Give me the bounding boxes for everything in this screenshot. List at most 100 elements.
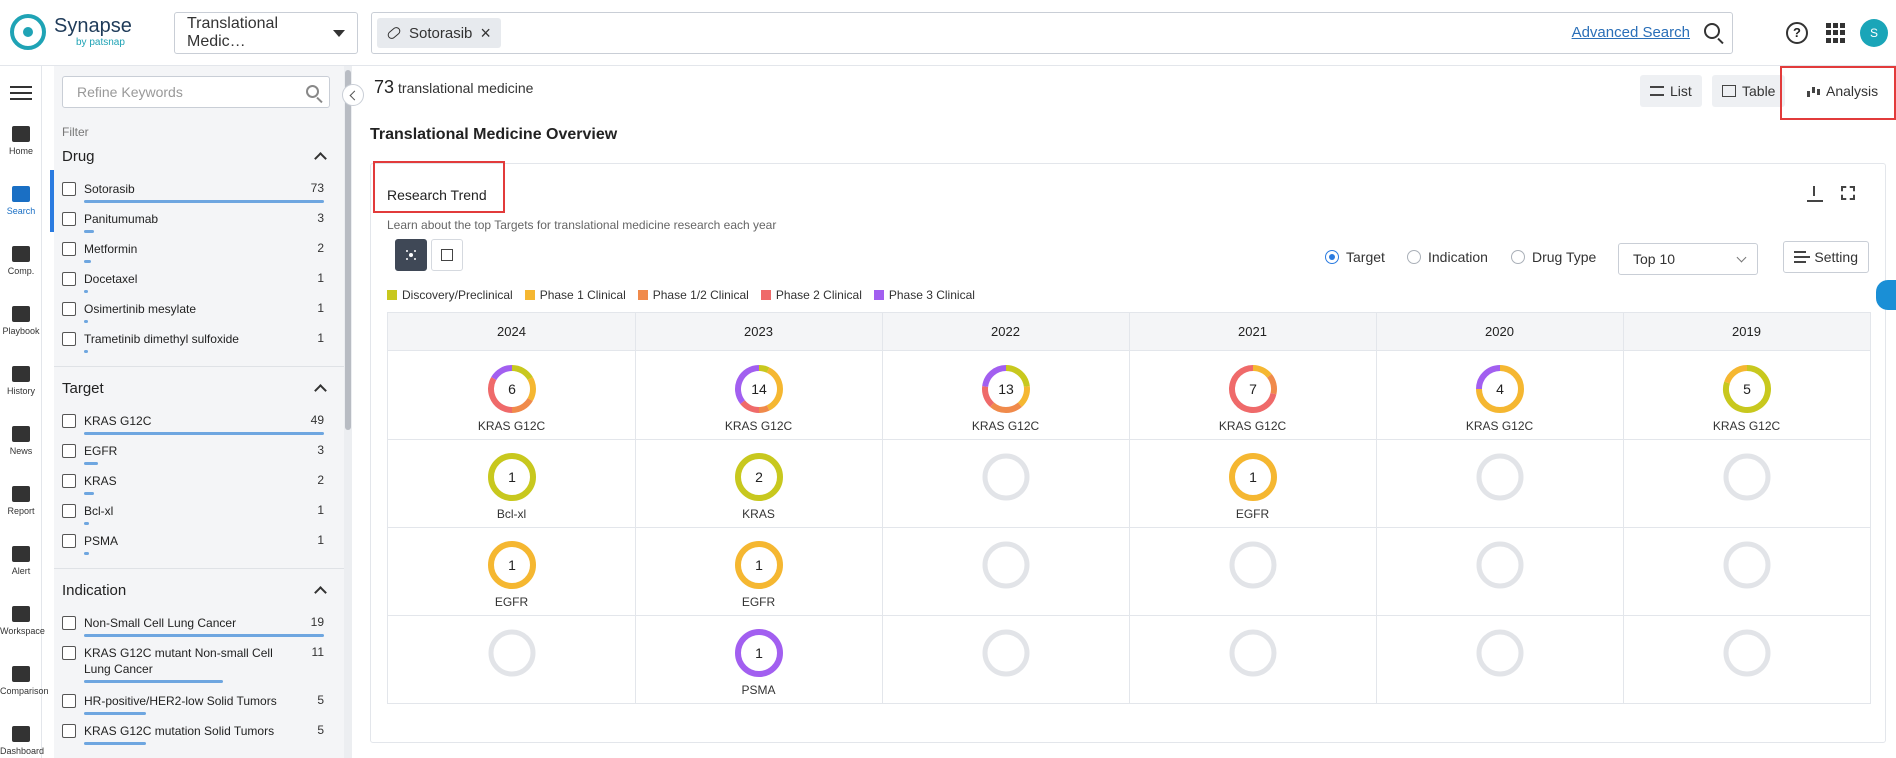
nav-item-news[interactable]: News — [0, 426, 42, 456]
nav-item-alert[interactable]: Alert — [0, 546, 42, 576]
filter-option[interactable]: Docetaxel1 — [62, 270, 334, 300]
trend-cell[interactable]: 2KRAS — [635, 439, 882, 527]
trend-cell[interactable]: 14KRAS G12C — [635, 351, 882, 439]
avatar[interactable]: S — [1860, 19, 1888, 47]
nav-item-workspace[interactable]: Workspace — [0, 606, 42, 636]
filter-option[interactable]: EGFR3 — [62, 442, 334, 472]
trend-cell[interactable]: 1EGFR — [1129, 439, 1376, 527]
filter-section-title[interactable]: Indication — [62, 582, 126, 599]
filter-option[interactable]: KRAS G12C49 — [62, 412, 334, 442]
filter-option[interactable]: HR-positive/HER2-low Solid Tumors5 — [62, 692, 334, 722]
bubble-view-toggle[interactable] — [395, 239, 427, 271]
filter-section-title[interactable]: Target — [62, 380, 104, 397]
filter-option[interactable]: KRAS G12C mutant Non-small Cell Lung Can… — [62, 644, 334, 688]
trend-cell[interactable]: 1Bcl-xl — [388, 439, 635, 527]
nav-item-playbook[interactable]: Playbook — [0, 306, 42, 336]
checkbox[interactable] — [62, 182, 76, 196]
search-bar[interactable]: Sotorasib × Advanced Search — [371, 12, 1733, 54]
radio-indication[interactable]: Indication — [1407, 249, 1488, 265]
table-view-button[interactable]: Table — [1712, 75, 1785, 107]
checkbox[interactable] — [62, 302, 76, 316]
checkbox[interactable] — [62, 694, 76, 708]
checkbox[interactable] — [62, 504, 76, 518]
checkbox[interactable] — [62, 474, 76, 488]
fullscreen-icon[interactable] — [1841, 186, 1855, 200]
checkbox[interactable] — [62, 332, 76, 346]
target-donut[interactable]: 7 — [1227, 363, 1279, 415]
target-donut[interactable]: 1 — [486, 451, 538, 503]
list-view-button[interactable]: List — [1640, 75, 1702, 107]
filter-option[interactable]: Trametinib dimethyl sulfoxide1 — [62, 330, 334, 360]
advanced-search-link[interactable]: Advanced Search — [1572, 24, 1690, 41]
target-donut[interactable]: 1 — [486, 539, 538, 591]
target-donut[interactable]: 13 — [980, 363, 1032, 415]
filter-section-title[interactable]: Drug — [62, 148, 95, 165]
filter-option[interactable]: PSMA1 — [62, 532, 334, 562]
checkbox[interactable] — [62, 212, 76, 226]
checkbox[interactable] — [62, 534, 76, 548]
chevron-up-icon[interactable] — [314, 384, 327, 397]
checkbox[interactable] — [62, 646, 76, 660]
trend-cell[interactable]: 1EGFR — [635, 527, 882, 615]
target-donut[interactable]: 1 — [733, 627, 785, 679]
close-icon[interactable]: × — [480, 24, 491, 42]
nav-item-report[interactable]: Report — [0, 486, 42, 516]
checkbox[interactable] — [62, 272, 76, 286]
checkbox[interactable] — [62, 444, 76, 458]
checkbox[interactable] — [62, 414, 76, 428]
refine-keywords-input[interactable]: Refine Keywords — [62, 76, 330, 108]
database-select[interactable]: Translational Medic… — [174, 12, 358, 54]
checkbox[interactable] — [62, 616, 76, 630]
top-n-select[interactable]: Top 10 — [1618, 243, 1758, 275]
search-icon[interactable] — [1704, 23, 1720, 39]
synapse-logo[interactable]: Synapse by patsnap — [10, 14, 132, 50]
trend-cell[interactable]: 4KRAS G12C — [1376, 351, 1623, 439]
donut-segment — [1269, 376, 1274, 394]
filter-option[interactable]: Non-Small Cell Lung Cancer19 — [62, 614, 334, 644]
download-icon[interactable] — [1807, 186, 1823, 202]
nav-item-home[interactable]: Home — [0, 126, 42, 156]
radio-target-label: Target — [1346, 249, 1385, 265]
target-donut[interactable]: 14 — [733, 363, 785, 415]
target-donut[interactable]: 6 — [486, 363, 538, 415]
nav-item-comp[interactable]: Comp. — [0, 246, 42, 276]
trend-cell[interactable]: 1PSMA — [635, 615, 882, 703]
nav-item-history[interactable]: History — [0, 366, 42, 396]
chevron-up-icon[interactable] — [314, 586, 327, 599]
nav-item-dashboard[interactable]: Dashboard — [0, 726, 42, 756]
nav-item-comparison[interactable]: Comparison — [0, 666, 42, 696]
apps-grid-icon[interactable] — [1826, 23, 1846, 43]
trend-cell[interactable]: 1EGFR — [388, 527, 635, 615]
filter-option[interactable]: Bcl-xl1 — [62, 502, 334, 532]
menu-icon[interactable] — [10, 86, 32, 100]
search-chip[interactable]: Sotorasib × — [377, 18, 501, 48]
target-donut[interactable]: 2 — [733, 451, 785, 503]
setting-button[interactable]: Setting — [1783, 241, 1869, 273]
nav-item-search[interactable]: Search — [0, 186, 42, 216]
radio-target[interactable]: Target — [1325, 249, 1385, 265]
trend-cell[interactable]: 13KRAS G12C — [882, 351, 1129, 439]
filter-option[interactable]: Metformin2 — [62, 240, 334, 270]
help-icon[interactable]: ? — [1786, 22, 1808, 44]
target-donut[interactable]: 5 — [1721, 363, 1773, 415]
checkbox[interactable] — [62, 242, 76, 256]
radio-drug-type[interactable]: Drug Type — [1511, 249, 1596, 265]
filter-option[interactable]: Panitumumab3 — [62, 210, 334, 240]
trend-cell[interactable]: 7KRAS G12C — [1129, 351, 1376, 439]
filter-option[interactable]: KRAS2 — [62, 472, 334, 502]
filter-option[interactable]: KRAS G12C mutation Solid Tumors5 — [62, 722, 334, 752]
assistant-bot-icon[interactable] — [1876, 280, 1896, 310]
search-icon[interactable] — [306, 85, 319, 98]
target-donut[interactable]: 1 — [733, 539, 785, 591]
target-donut[interactable]: 1 — [1227, 451, 1279, 503]
filter-option[interactable]: Sotorasib73 — [62, 180, 334, 210]
collapse-panel-button[interactable] — [342, 84, 364, 106]
filter-option[interactable]: Osimertinib mesylate1 — [62, 300, 334, 330]
checkbox[interactable] — [62, 724, 76, 738]
table-view-toggle[interactable] — [431, 239, 463, 271]
trend-cell[interactable]: 6KRAS G12C — [388, 351, 635, 439]
target-donut[interactable]: 4 — [1474, 363, 1526, 415]
trend-cell[interactable]: 5KRAS G12C — [1623, 351, 1870, 439]
chevron-up-icon[interactable] — [314, 152, 327, 165]
filter-scrollbar-thumb[interactable] — [345, 70, 351, 430]
